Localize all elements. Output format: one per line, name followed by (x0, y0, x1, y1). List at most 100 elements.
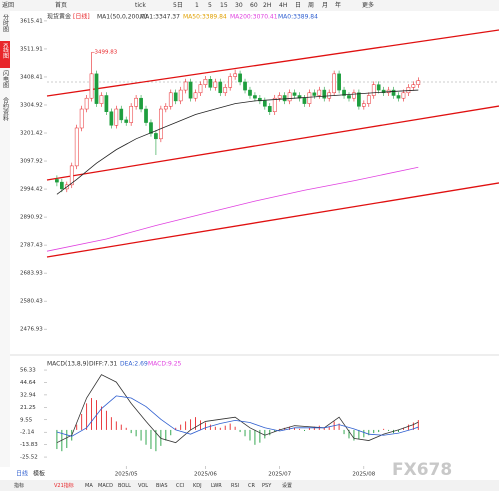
toolbar-button[interactable]: 15 (220, 2, 228, 9)
trend-line (46, 29, 499, 97)
candle-body (99, 95, 104, 104)
y-tick-label: 2787.43 (20, 243, 43, 249)
sidebar-tab[interactable]: 闪电图 (2, 69, 9, 89)
candle-body (352, 92, 356, 99)
candle-body (262, 100, 267, 107)
indicator-tab[interactable]: BIAS (156, 483, 168, 489)
candle-body (163, 106, 168, 110)
candle-body (109, 111, 114, 126)
candle-body (55, 179, 59, 183)
candle-body (114, 108, 119, 126)
legend-item: MA200:3070.41 (230, 14, 278, 21)
period-label[interactable]: 日线 (16, 470, 28, 478)
period-label[interactable]: 模板 (33, 470, 45, 478)
indicator-tab[interactable]: PSY (262, 483, 272, 489)
candle-body (267, 106, 272, 112)
candle-body (178, 89, 183, 102)
candle-body (357, 92, 361, 107)
y-tick-label: 3615.41 (20, 18, 43, 24)
toolbar-button[interactable]: 5日 (173, 2, 183, 9)
y-tick-label: 3408.41 (20, 74, 43, 80)
sidebar-tab[interactable]: 分时图 (2, 13, 9, 33)
candle-body (159, 108, 163, 140)
toolbar (0, 0, 499, 11)
sidebar-active (0, 41, 10, 68)
sidebar-tab[interactable]: 合约资料 (2, 96, 9, 122)
toolbar-button[interactable]: 周 (308, 2, 314, 9)
indicator-tab[interactable]: VOL (138, 483, 148, 489)
toolbar-button[interactable]: 30 (235, 2, 243, 9)
candle-body (302, 97, 307, 104)
candle-body (173, 92, 178, 102)
candle-body (188, 81, 193, 99)
bottom-left (0, 467, 47, 480)
ma-line (46, 166, 419, 252)
candle-body (104, 95, 109, 112)
toolbar-button[interactable]: 5 (208, 2, 212, 9)
indicator-tab[interactable]: V21指标 (54, 482, 74, 489)
sidebar-tab[interactable]: K线图 (2, 43, 9, 60)
y-tick-label: 2476.93 (20, 327, 43, 333)
legend-item: MA1(50,0,200,0) (97, 14, 147, 21)
candle-body (391, 89, 396, 96)
x-tick-label: 2025/05 (115, 472, 138, 478)
x-tick-label: 2025/07 (268, 472, 291, 478)
candle-body (248, 89, 252, 96)
candle-body (332, 73, 336, 94)
indicator-tab[interactable]: LWR (211, 483, 222, 489)
candle-body (74, 127, 79, 167)
candle-body (366, 95, 371, 104)
candle-body (198, 84, 203, 94)
candle-body (208, 79, 213, 88)
y-tick-label: 3201.42 (20, 131, 43, 137)
legend-item: [日线] (73, 13, 90, 21)
y-tick-label: 21.25 (20, 405, 36, 411)
indicator-tab[interactable]: CR (248, 483, 255, 489)
macd-line (56, 395, 419, 437)
candle-body (312, 92, 317, 96)
candle-body (119, 108, 124, 121)
toolbar-button[interactable]: 首页 (55, 1, 67, 9)
candle-body (79, 108, 84, 129)
y-tick-label: 2580.43 (20, 299, 43, 305)
candle-body (134, 97, 138, 107)
indicator-tab[interactable]: 设置 (282, 482, 292, 489)
indicator-tab[interactable]: CCI (176, 483, 184, 489)
candle-body (287, 92, 292, 102)
legend-item: 现货黄金 (47, 13, 71, 21)
candle-body (193, 92, 198, 99)
toolbar-button[interactable]: 更多 (362, 1, 374, 9)
legend-item: MA1:3347.37 (140, 14, 180, 21)
toolbar-button[interactable]: 4H (279, 2, 287, 9)
indicator-tab[interactable]: BOLL (118, 483, 131, 489)
candle-body (124, 119, 129, 123)
toolbar-button[interactable]: 月 (322, 2, 328, 9)
indicator-tab[interactable]: 指标 (14, 482, 24, 489)
toolbar-button[interactable]: 60 (250, 2, 258, 9)
indicator-tab[interactable]: MACD (98, 483, 113, 489)
ma-line (56, 89, 419, 195)
candle-body (139, 97, 143, 110)
sidebar (0, 11, 10, 481)
trend-line (46, 182, 499, 258)
candle-body (94, 73, 99, 104)
y-tick-label: 3304.92 (20, 102, 43, 108)
candle-body (317, 89, 322, 96)
x-tick-label: 2025/06 (194, 472, 217, 478)
y-tick-label: 2683.93 (20, 271, 43, 277)
toolbar-button[interactable]: 1 (195, 2, 199, 9)
candle-body (144, 108, 148, 123)
legend-item: MA0:3389.84 (278, 14, 318, 21)
indicator-tab[interactable]: MA (85, 483, 93, 489)
y-tick-label: 56.33 (20, 368, 36, 374)
indicator-tab[interactable]: KDJ (193, 483, 202, 489)
toolbar-button[interactable]: 日 (295, 2, 301, 9)
toolbar-button[interactable]: 年 (335, 1, 341, 9)
indicator-tab[interactable]: RSI (231, 483, 239, 489)
candle-body (218, 81, 223, 94)
toolbar-button[interactable]: 返回 (2, 2, 14, 9)
candle-body (376, 84, 381, 91)
candle-body (406, 87, 411, 94)
toolbar-button[interactable]: 2H (263, 2, 271, 9)
toolbar-button[interactable]: tick (135, 2, 146, 9)
